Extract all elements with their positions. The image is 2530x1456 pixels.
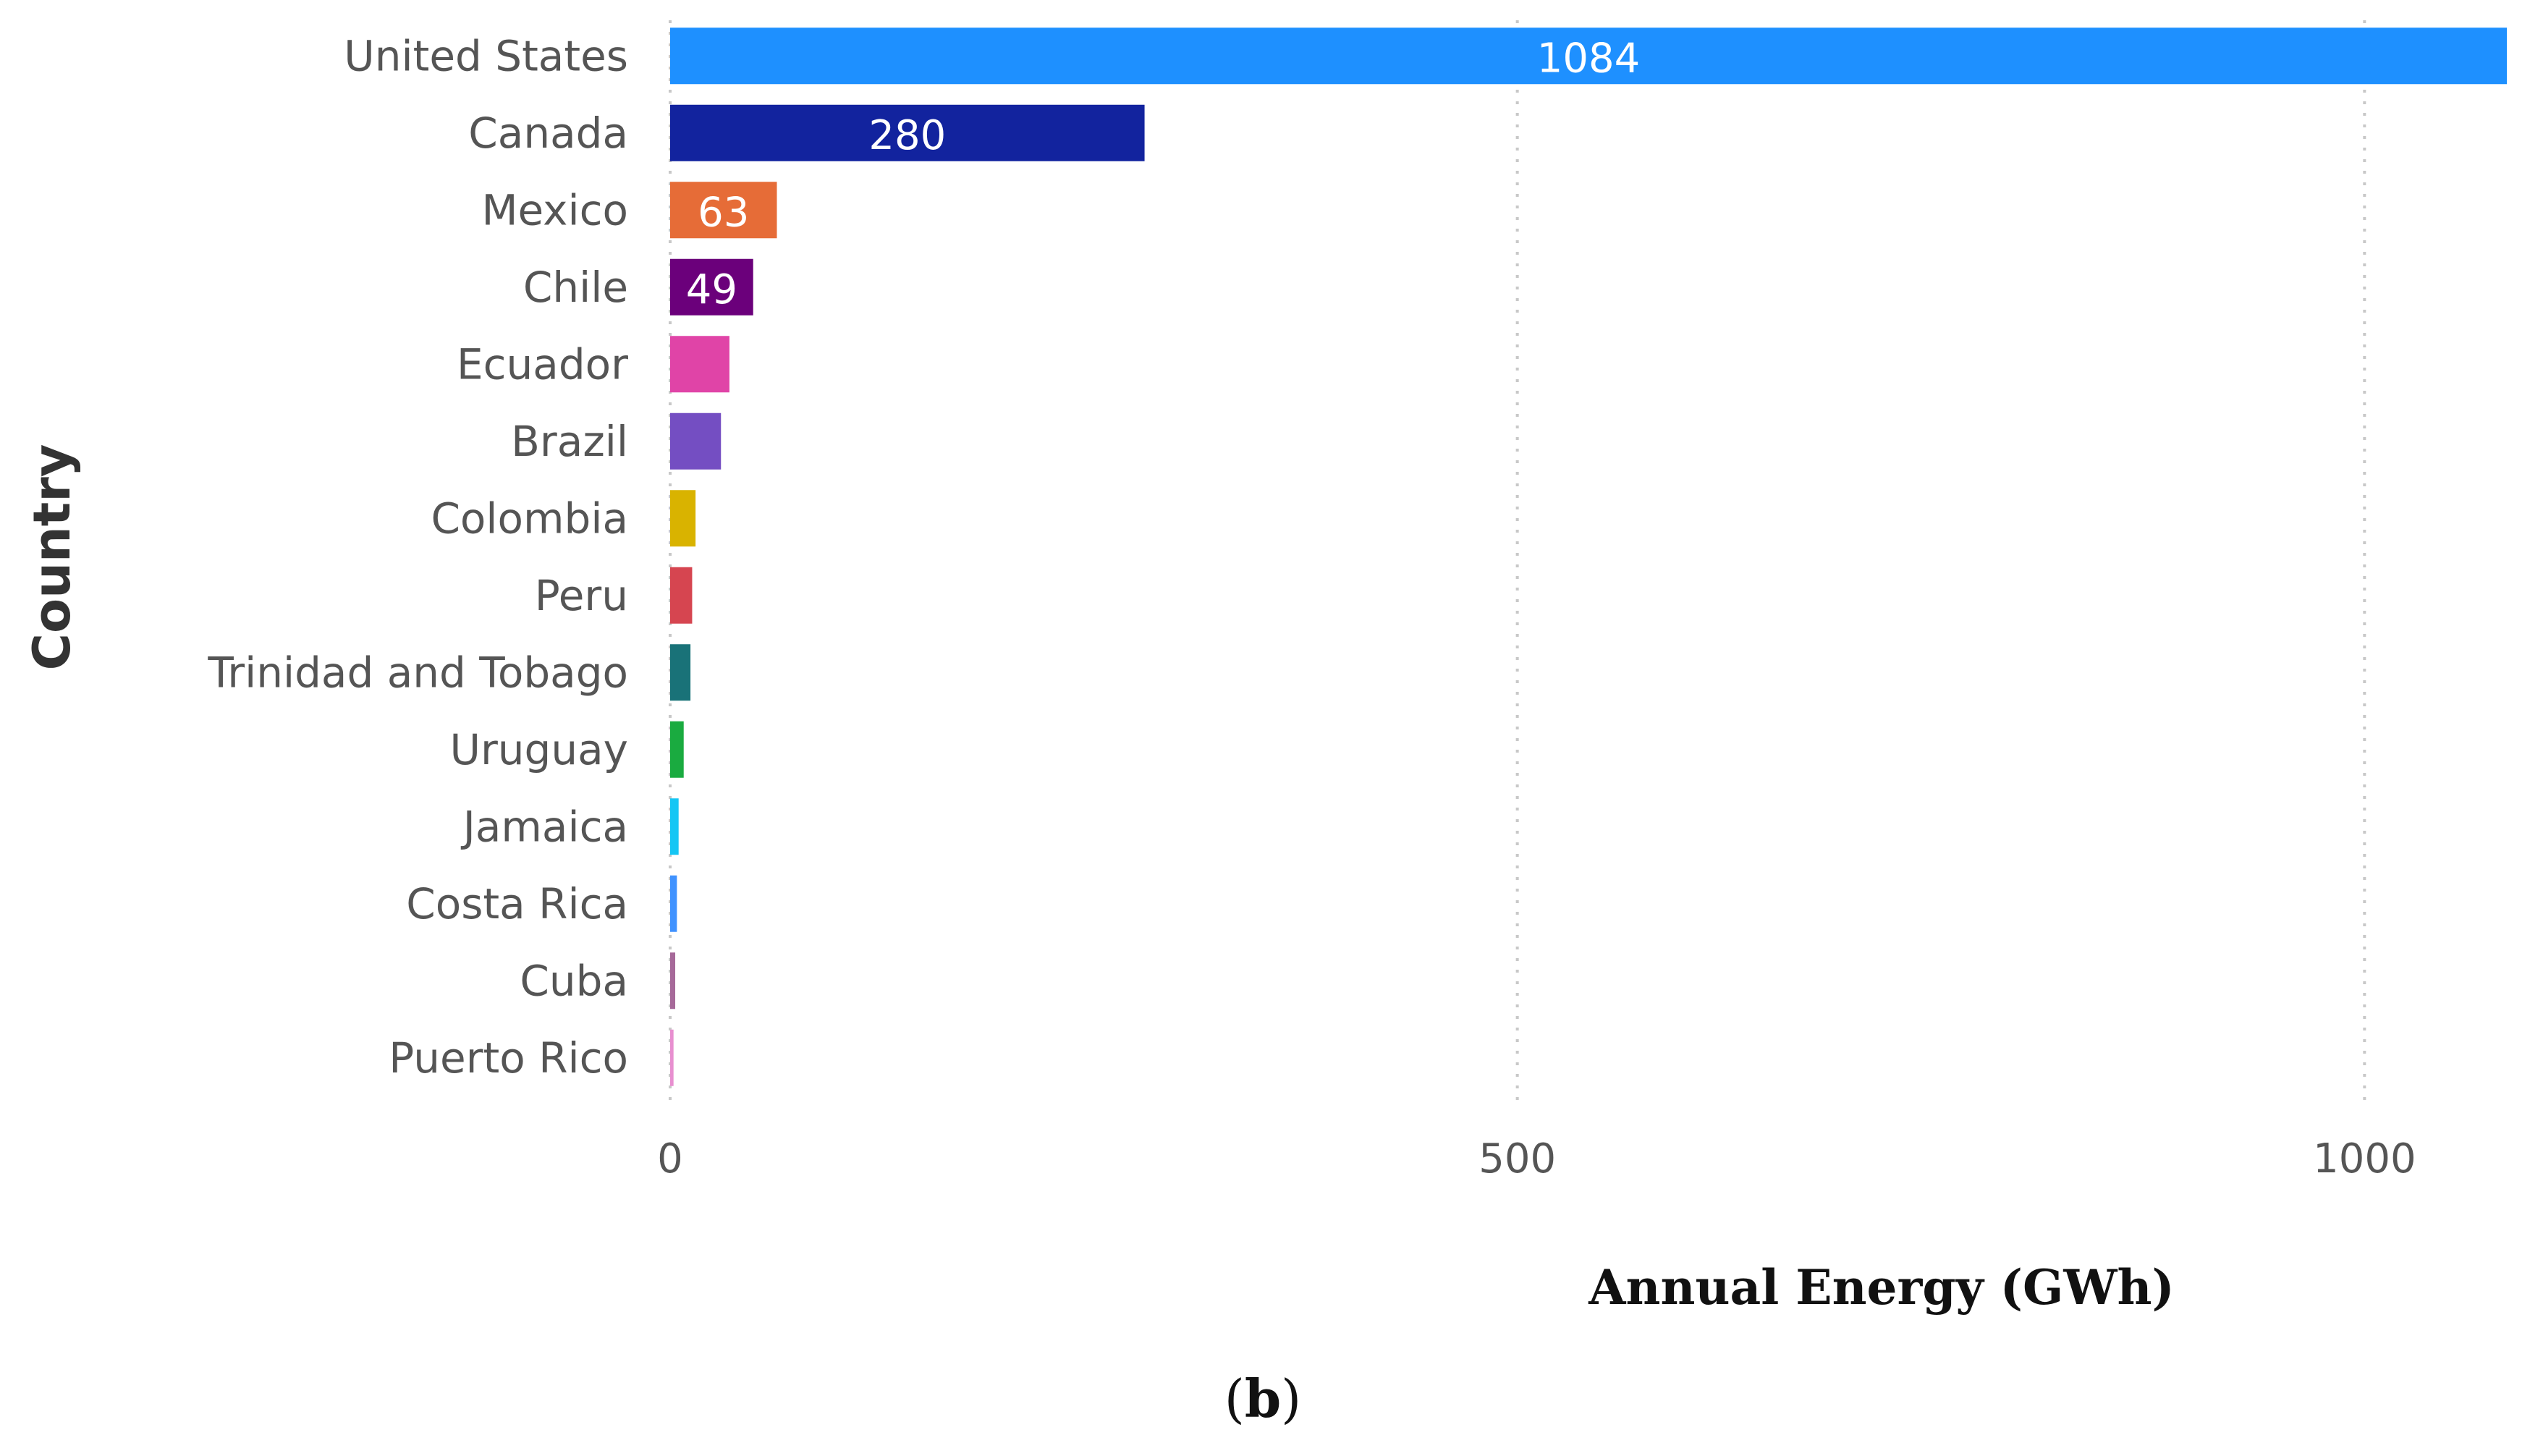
category-label: Chile xyxy=(523,263,628,312)
category-label: Cuba xyxy=(520,956,628,1005)
category-label: Jamaica xyxy=(461,802,628,851)
category-label: Puerto Rico xyxy=(389,1033,628,1083)
category-label: Peru xyxy=(535,571,628,620)
bar-chile xyxy=(670,258,753,316)
data-label: 1084 xyxy=(1537,35,1641,82)
bar-puerto-rico xyxy=(670,1029,674,1086)
caption-letter: b xyxy=(1245,1368,1281,1429)
bar-trinidad-and-tobago xyxy=(670,644,691,701)
caption-close: ) xyxy=(1281,1368,1301,1429)
data-label: 49 xyxy=(686,266,737,313)
category-label: Brazil xyxy=(511,417,628,466)
bar-brazil xyxy=(670,412,722,470)
bar-costa-rica xyxy=(670,875,677,932)
category-label: Ecuador xyxy=(457,339,628,389)
bar-ecuador xyxy=(670,336,729,393)
x-axis-label: Annual Energy (GWh) xyxy=(1588,1259,2174,1316)
x-tick-label: 0 xyxy=(657,1135,683,1182)
category-label: United States xyxy=(344,31,628,80)
x-tick-label: 500 xyxy=(1478,1135,1556,1182)
category-label: Colombia xyxy=(431,494,628,543)
x-tick-label: 1000 xyxy=(2313,1135,2416,1182)
figure-caption: (b) xyxy=(1224,1368,1302,1429)
data-label: 280 xyxy=(868,112,946,159)
bar-canada xyxy=(670,104,1145,161)
bar-jamaica xyxy=(670,798,679,855)
caption-open: ( xyxy=(1224,1368,1245,1429)
data-label: 63 xyxy=(698,189,749,236)
category-label: Costa Rica xyxy=(406,879,628,928)
bar-uruguay xyxy=(670,721,684,778)
category-label: Uruguay xyxy=(450,725,629,774)
y-axis-label: Country xyxy=(22,444,82,671)
bar-mexico xyxy=(670,182,777,239)
bar-united-states xyxy=(670,27,2507,85)
category-label: Mexico xyxy=(481,185,628,234)
bar-colombia xyxy=(670,490,696,547)
bar-cuba xyxy=(670,952,676,1010)
bar-peru xyxy=(670,567,693,624)
category-label: Trinidad and Tobago xyxy=(207,648,628,697)
category-label: Canada xyxy=(468,109,628,158)
